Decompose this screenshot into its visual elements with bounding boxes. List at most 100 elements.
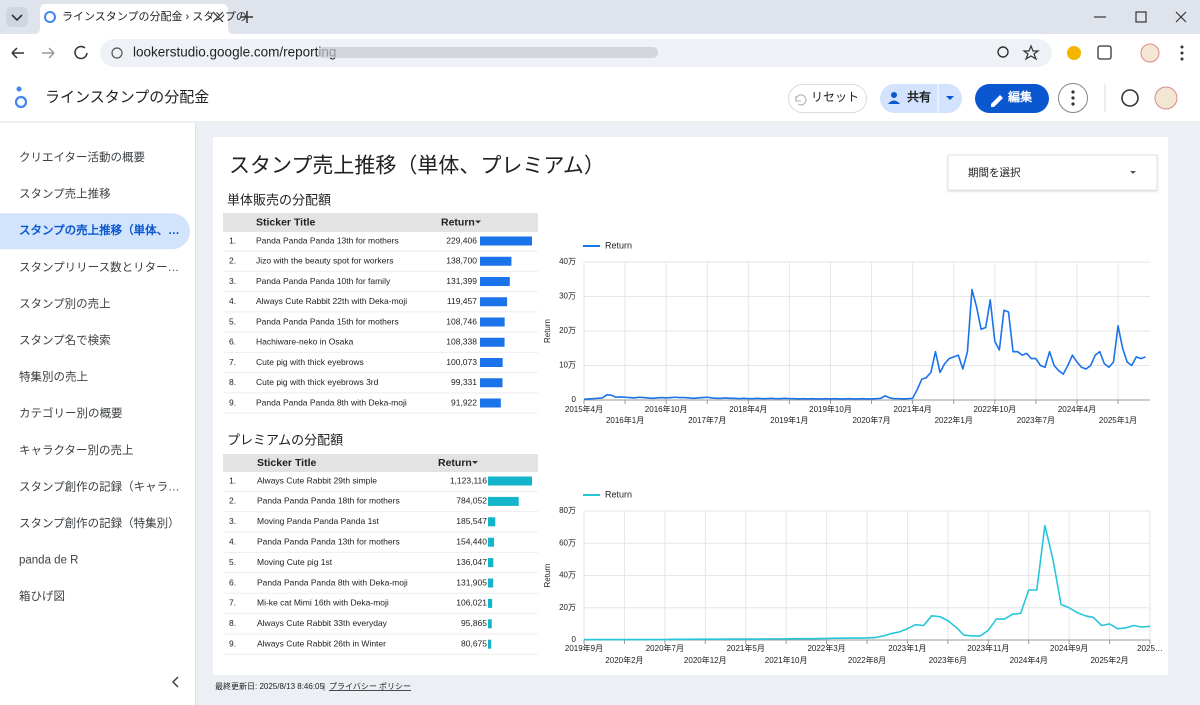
column-header[interactable]: Sticker Title [256,216,315,228]
date-range-label: 期間を選択 [968,166,1021,179]
rank: 8. [229,618,236,628]
account-avatar[interactable] [1154,86,1178,110]
reload-button[interactable] [74,45,88,60]
browser-menu[interactable] [1180,57,1184,61]
return-bar [488,558,494,568]
return-value: 138,700 [446,256,477,266]
date-range-picker[interactable] [947,154,1158,191]
blurred-url [318,47,658,58]
reset-button[interactable] [788,84,867,113]
return-bar [480,358,503,367]
y-axis-title: Return [543,563,552,587]
rank: 5. [229,557,236,567]
x-tick-label: 2019年9月 [565,643,603,653]
rank: 3. [229,276,236,286]
x-tick-label: 2021年4月 [894,404,932,414]
nav-item[interactable]: スタンプリリース数とリター… [19,261,179,274]
tab-search-button[interactable] [6,7,28,27]
forward-button[interactable] [42,47,55,59]
rank: 1. [229,475,236,485]
nav-item[interactable]: スタンプ名で検索 [19,333,111,347]
collapse-sidebar[interactable] [171,676,179,688]
legend-label[interactable]: Return [605,240,632,250]
nav-item[interactable]: スタンプ創作の記録（特集別） [19,516,180,530]
zoom-icon[interactable] [997,46,1009,58]
return-value: 80,675 [461,638,487,648]
y-tick-label: 20万 [559,603,576,612]
share-label: 共有 [907,89,931,104]
active-item-bg [0,213,190,250]
return-value: 91,922 [451,397,477,407]
x-tick-label: 2018年4月 [729,404,767,414]
return-bar [480,317,505,327]
profile[interactable] [1140,43,1160,63]
maximize[interactable] [1135,11,1147,23]
rank: 6. [229,337,236,347]
y-axis-title: Return [543,319,552,343]
share-dropdown[interactable] [946,96,954,100]
rank: 5. [229,316,236,326]
nav-item[interactable]: スタンプの売上推移（単体、… [19,223,180,237]
return-value: 99,331 [451,377,477,387]
back-button[interactable] [11,47,24,59]
y-tick-label: 60万 [559,538,576,547]
series-line [584,524,1151,641]
x-tick-label: 2016年10月 [645,404,688,414]
nav-item[interactable]: スタンプ創作の記録（キャラ… [19,480,180,493]
extension-icon[interactable] [1067,46,1081,60]
reset-label: リセット [811,90,859,104]
sticker-title: Panda Panda Panda 18th for mothers [257,496,400,506]
sticker-title: Always Cute Rabbit 26th in Winter [257,638,386,648]
x-tick-label: 2025… [1137,644,1163,653]
icon [795,94,807,106]
nav-item[interactable]: スタンプ売上推移 [19,187,111,201]
x-tick-label: 2024年9月 [1050,643,1088,653]
y-tick-label: 30万 [559,292,576,301]
return-bar [488,496,519,506]
sticker-title: Moving Cute pig 1st [257,557,333,567]
active-tab[interactable] [34,4,234,34]
column-header[interactable]: Sticker Title [257,457,316,469]
x-tick-label: 2020年2月 [605,655,643,665]
return-bar [488,517,496,527]
close-window[interactable] [1175,11,1187,23]
sticker-title: Always Cute Rabbit 22th with Deka-moji [256,296,407,306]
rank: 7. [229,598,236,608]
return-value: 119,457 [447,296,477,306]
nav-item[interactable]: キャラクター別の売上 [19,444,134,457]
return-value: 784,052 [456,496,487,506]
help-button[interactable] [1121,89,1139,107]
nav-item[interactable]: panda de R [19,555,78,567]
y-tick-label: 0 [572,395,577,404]
sticker-title: Cute pig with thick eyebrows 3rd [256,377,379,387]
sticker-title: Panda Panda Panda 15th for mothers [256,316,399,326]
site-info[interactable] [111,47,123,59]
nav-item[interactable]: クリエイター活動の概要 [19,150,145,164]
x-tick-label: 2017年7月 [688,415,726,425]
y-tick-label: 40万 [559,257,576,266]
nav-item[interactable]: 特集別の売上 [19,370,88,384]
column-header[interactable]: Return [438,457,472,469]
table-title: 単体販売の分配額 [227,192,331,207]
legend-label[interactable]: Return [605,489,632,499]
icon [891,92,897,98]
column-header[interactable]: Return [441,216,475,228]
privacy-link[interactable]: プライバシー ポリシー [329,682,411,691]
new-tab[interactable] [241,11,253,23]
x-tick-label: 2016年1月 [606,415,644,425]
extensions[interactable] [1097,45,1112,60]
sticker-title: Hachiware-neko in Osaka [256,337,354,347]
x-tick-label: 2021年10月 [765,655,808,665]
x-tick-label: 2022年10月 [973,404,1016,414]
nav-item[interactable]: スタンプ別の売上 [19,297,111,310]
nav-item[interactable]: 箱ひげ図 [19,589,65,603]
nav-item[interactable]: カテゴリー別の概要 [19,406,123,420]
rank: 4. [229,536,236,546]
return-value: 154,440 [456,536,487,546]
tab-close[interactable] [212,11,224,23]
x-tick-label: 2020年12月 [684,655,727,665]
share-button[interactable] [880,84,962,113]
dropdown-arrow [1130,171,1136,174]
bookmark-star[interactable] [1022,44,1040,61]
return-bar [480,337,505,347]
